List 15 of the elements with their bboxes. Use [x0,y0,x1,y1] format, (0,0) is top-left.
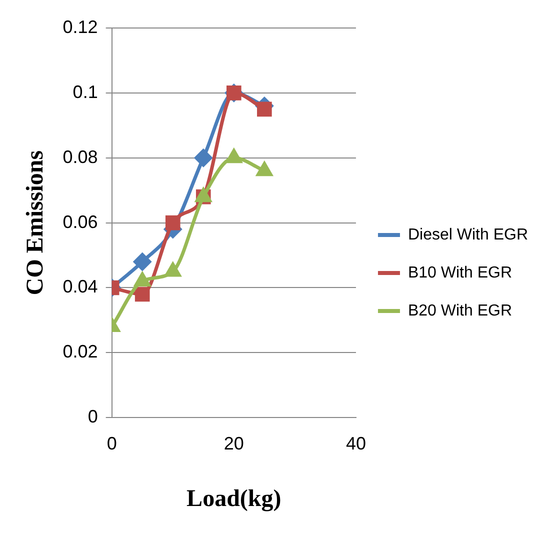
legend-label: B20 With EGR [408,302,512,320]
y-tick-label: 0.12 [62,16,98,37]
y-tick-label: 0.02 [62,342,98,362]
x-tick-label: 20 [224,433,244,454]
y-tick-label: 0 [88,406,98,427]
y-axis-title: CO Emissions [22,150,49,296]
x-axis-title: Load(kg) [186,486,282,512]
y-tick-label: 0.1 [72,82,98,102]
x-tick-label: 40 [346,433,366,454]
y-tick-label: 0.04 [62,276,98,297]
y-tick-label: 0.08 [62,146,98,167]
legend-label: Diesel With EGR [408,226,528,244]
y-tick-label: 0.06 [62,212,98,232]
legend-label: B10 With EGR [408,264,512,282]
x-tick-label: 0 [106,433,117,454]
